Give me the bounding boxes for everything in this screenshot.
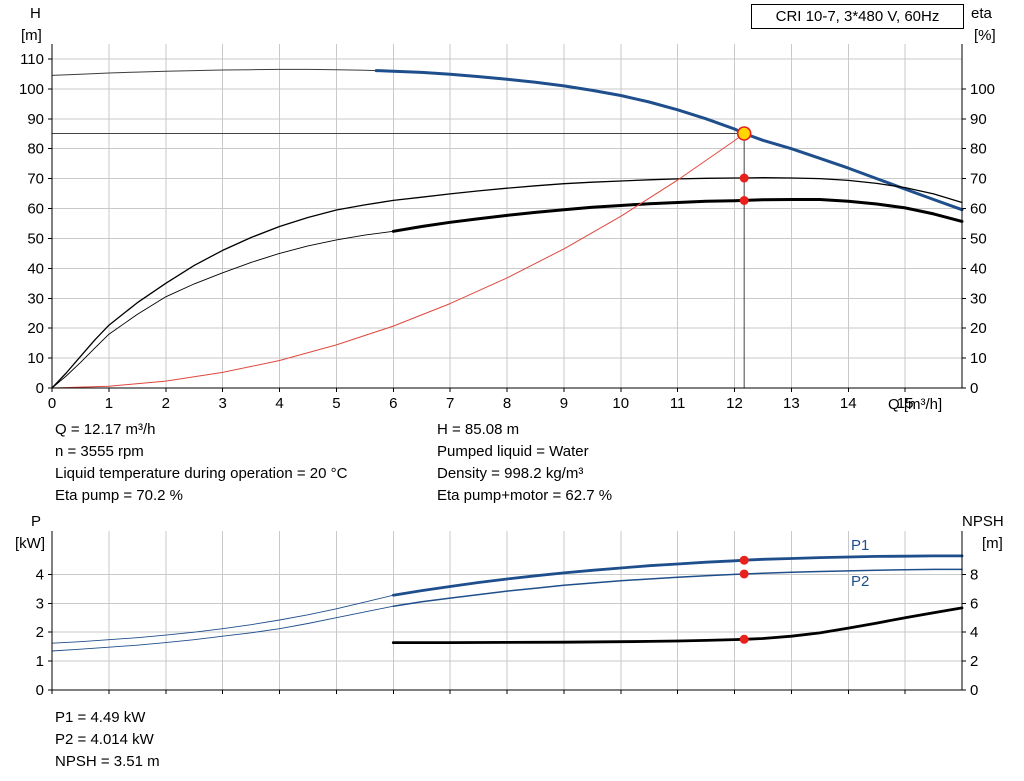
tick-label: 30 [970, 290, 987, 307]
p1-curve [391, 554, 964, 597]
duty-point-marker[interactable] [736, 126, 752, 141]
curve-dot-marker [739, 634, 749, 644]
tick-label: 0 [48, 395, 56, 412]
tick-label: 8 [503, 395, 511, 412]
tick-label: 4 [36, 566, 44, 583]
eta-pump-motor-curve [391, 198, 964, 233]
tick-label: 40 [970, 260, 987, 277]
tick-label: 8 [970, 566, 978, 583]
p2-curve [392, 568, 963, 607]
tick-label: 0 [970, 380, 978, 397]
power-npsh-chart: 0 1 2 3 4 0 2 4 6 8 [36, 531, 978, 699]
tick-label: 2 [970, 653, 978, 670]
tick-label: 80 [27, 141, 44, 158]
tick-label: 6 [389, 395, 397, 412]
tick-label: 50 [970, 230, 987, 247]
h-axis-unit: [m] [21, 27, 42, 44]
tick-label: 4 [970, 624, 978, 641]
tick-label: 10 [27, 350, 44, 367]
p2-curve-low-flow [51, 605, 394, 652]
tick-label: 100 [970, 81, 995, 98]
eta-pump-curve [51, 177, 963, 389]
info-eta-pump: Eta pump = 70.2 % [55, 487, 183, 504]
info-npsh: NPSH = 3.51 m [55, 753, 160, 770]
eta-axis-unit: [%] [974, 27, 996, 44]
tick-label: 15 [897, 395, 914, 412]
tick-label: 14 [840, 395, 857, 412]
hq-eta-chart: 0 1 2 3 4 5 6 7 8 9 10 11 12 13 14 15010203040506070809… [19, 44, 995, 412]
q-axis-label: Q [m³/h] [888, 396, 943, 413]
tick-label: 11 [670, 395, 686, 412]
tick-label: 90 [970, 111, 987, 128]
tick-label: 20 [970, 320, 987, 337]
pump-curve-low-flow [51, 68, 377, 76]
tick-label: 40 [27, 260, 44, 277]
tick-label: 110 [20, 51, 44, 68]
tick-label: 3 [218, 395, 226, 412]
tick-label: 2 [162, 395, 170, 412]
info-liquid: Pumped liquid = Water [437, 443, 589, 460]
pump-curve [374, 69, 964, 212]
tick-label: 6 [970, 595, 978, 612]
tick-label: 1 [36, 653, 44, 670]
tick-label: 90 [27, 111, 44, 128]
tick-label: 60 [27, 201, 44, 218]
tick-label: 3 [36, 595, 44, 612]
info-temperature: Liquid temperature during operation = 20… [55, 465, 348, 482]
info-p1: P1 = 4.49 kW [55, 709, 146, 726]
curve-dot-marker [739, 195, 749, 205]
tick-label: 0 [36, 682, 44, 699]
tick-label: 60 [970, 201, 987, 218]
eta-axis-label: eta [971, 5, 992, 22]
tick-label: 9 [560, 395, 568, 412]
curve-dot-marker [739, 555, 749, 565]
tick-label: 2 [36, 624, 44, 641]
tick-label: 20 [27, 320, 44, 337]
p1-series-label: P1 [851, 537, 870, 554]
p-axis-unit: [kW] [15, 535, 45, 552]
tick-label: 70 [27, 171, 44, 188]
npsh-curve [391, 606, 964, 644]
npsh-axis-label: NPSH [962, 513, 1004, 530]
h-axis-label: H [30, 5, 41, 22]
system-curve [51, 133, 745, 389]
duty-info-left: Q = 12.17 m³/h n = 3555 rpm Liquid tempe… [55, 419, 347, 507]
tick-label: 80 [970, 141, 987, 158]
p2-series-label: P2 [851, 573, 870, 590]
tick-label: 7 [446, 395, 454, 412]
npsh-axis-unit: [m] [982, 535, 1003, 552]
info-eta-pump-motor: Eta pump+motor = 62.7 % [437, 487, 613, 504]
power-info: P1 = 4.49 kW P2 = 4.014 kW NPSH = 3.51 m [55, 707, 160, 773]
tick-label: 100 [19, 81, 44, 98]
curve-dot-marker [739, 569, 749, 579]
eta-pump-motor-low-flow [51, 230, 394, 389]
info-p2: P2 = 4.014 kW [55, 731, 154, 748]
tick-label: 0 [970, 682, 978, 699]
tick-label: 5 [332, 395, 340, 412]
tick-label: 12 [726, 395, 743, 412]
p1-curve-low-flow [51, 594, 394, 644]
tick-label: 1 [105, 395, 113, 412]
info-head: H = 85.08 m [437, 421, 520, 438]
tick-label: 13 [783, 395, 800, 412]
tick-label: 30 [27, 290, 44, 307]
info-speed: n = 3555 rpm [55, 443, 144, 460]
tick-label: 4 [275, 395, 283, 412]
p-axis-label: P [31, 513, 42, 530]
chart-title-box: CRI 10-7, 3*480 V, 60Hz [751, 4, 964, 29]
duty-info-right: H = 85.08 m Pumped liquid = Water Densit… [437, 419, 612, 507]
info-flow: Q = 12.17 m³/h [55, 421, 156, 438]
tick-label: 70 [970, 171, 987, 188]
tick-label: 50 [27, 230, 44, 247]
curve-dot-marker [739, 173, 749, 183]
info-density: Density = 998.2 kg/m³ [437, 465, 584, 482]
tick-label: 0 [36, 380, 44, 397]
tick-label: 10 [970, 350, 987, 367]
tick-label: 10 [612, 395, 629, 412]
